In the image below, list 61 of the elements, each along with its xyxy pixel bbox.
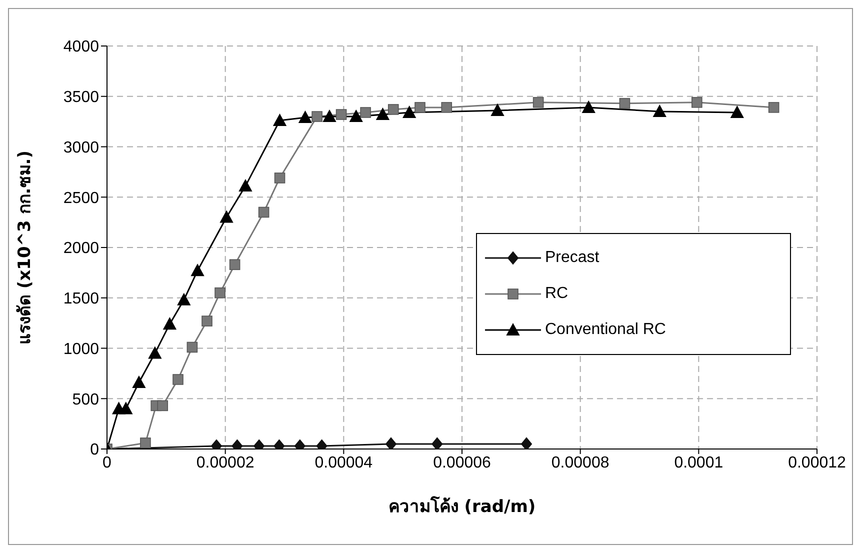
point xyxy=(691,97,702,108)
y-tick-label: 2500 xyxy=(63,190,100,207)
y-axis-title: แรงดัด (x10^3 กก.ซม.) xyxy=(15,150,36,344)
point xyxy=(619,98,630,109)
point xyxy=(258,206,270,218)
point xyxy=(432,437,443,449)
point xyxy=(298,111,312,124)
point xyxy=(273,114,286,126)
point xyxy=(386,437,396,449)
point xyxy=(376,108,390,120)
point xyxy=(220,210,234,223)
point xyxy=(414,102,426,113)
point xyxy=(238,180,252,192)
point xyxy=(653,104,666,117)
point xyxy=(140,438,151,448)
y-tick-label: 4000 xyxy=(63,38,100,56)
point xyxy=(186,342,198,353)
point xyxy=(157,400,168,412)
x-axis-title: ความโค้ง (rad/m) xyxy=(388,496,536,517)
y-tick-label: 1500 xyxy=(63,290,100,308)
x-tick-label: 0.00006 xyxy=(433,454,492,472)
point xyxy=(163,318,176,330)
point xyxy=(274,172,286,184)
x-tick-label: 0 xyxy=(102,454,112,472)
x-tick-label: 0.0001 xyxy=(674,454,724,472)
y-tick-label: 1000 xyxy=(63,340,100,358)
point xyxy=(312,111,322,122)
x-tick-label: 0.00004 xyxy=(314,454,373,472)
y-tick-label: 2000 xyxy=(63,240,100,258)
point xyxy=(388,104,399,115)
point xyxy=(191,264,204,276)
point xyxy=(350,110,363,122)
point xyxy=(148,346,162,359)
point xyxy=(360,107,371,118)
point xyxy=(730,106,744,118)
point xyxy=(322,110,336,122)
point xyxy=(491,104,504,116)
x-tick-label: 0.00008 xyxy=(551,454,610,472)
point xyxy=(402,106,416,118)
y-tick-label: 500 xyxy=(72,391,100,408)
point xyxy=(532,97,544,108)
point xyxy=(172,374,184,385)
point xyxy=(768,102,780,113)
point xyxy=(229,259,240,270)
y-tick-label: 3500 xyxy=(63,89,100,106)
point xyxy=(119,402,132,414)
point xyxy=(520,437,532,449)
x-tick-label: 0.00002 xyxy=(196,454,254,472)
legend-label: Precast xyxy=(545,249,600,267)
x-tick-label: 0.00012 xyxy=(788,454,846,472)
y-tick-label: 3000 xyxy=(63,139,100,156)
legend-label: Conventional RC xyxy=(545,321,666,339)
legend-label: RC xyxy=(545,285,568,303)
point xyxy=(177,293,190,306)
point xyxy=(132,376,146,388)
point xyxy=(214,287,226,298)
point xyxy=(582,100,596,113)
point xyxy=(336,109,347,120)
y-tick-label: 0 xyxy=(90,442,100,459)
point xyxy=(202,316,212,326)
point xyxy=(441,102,452,113)
